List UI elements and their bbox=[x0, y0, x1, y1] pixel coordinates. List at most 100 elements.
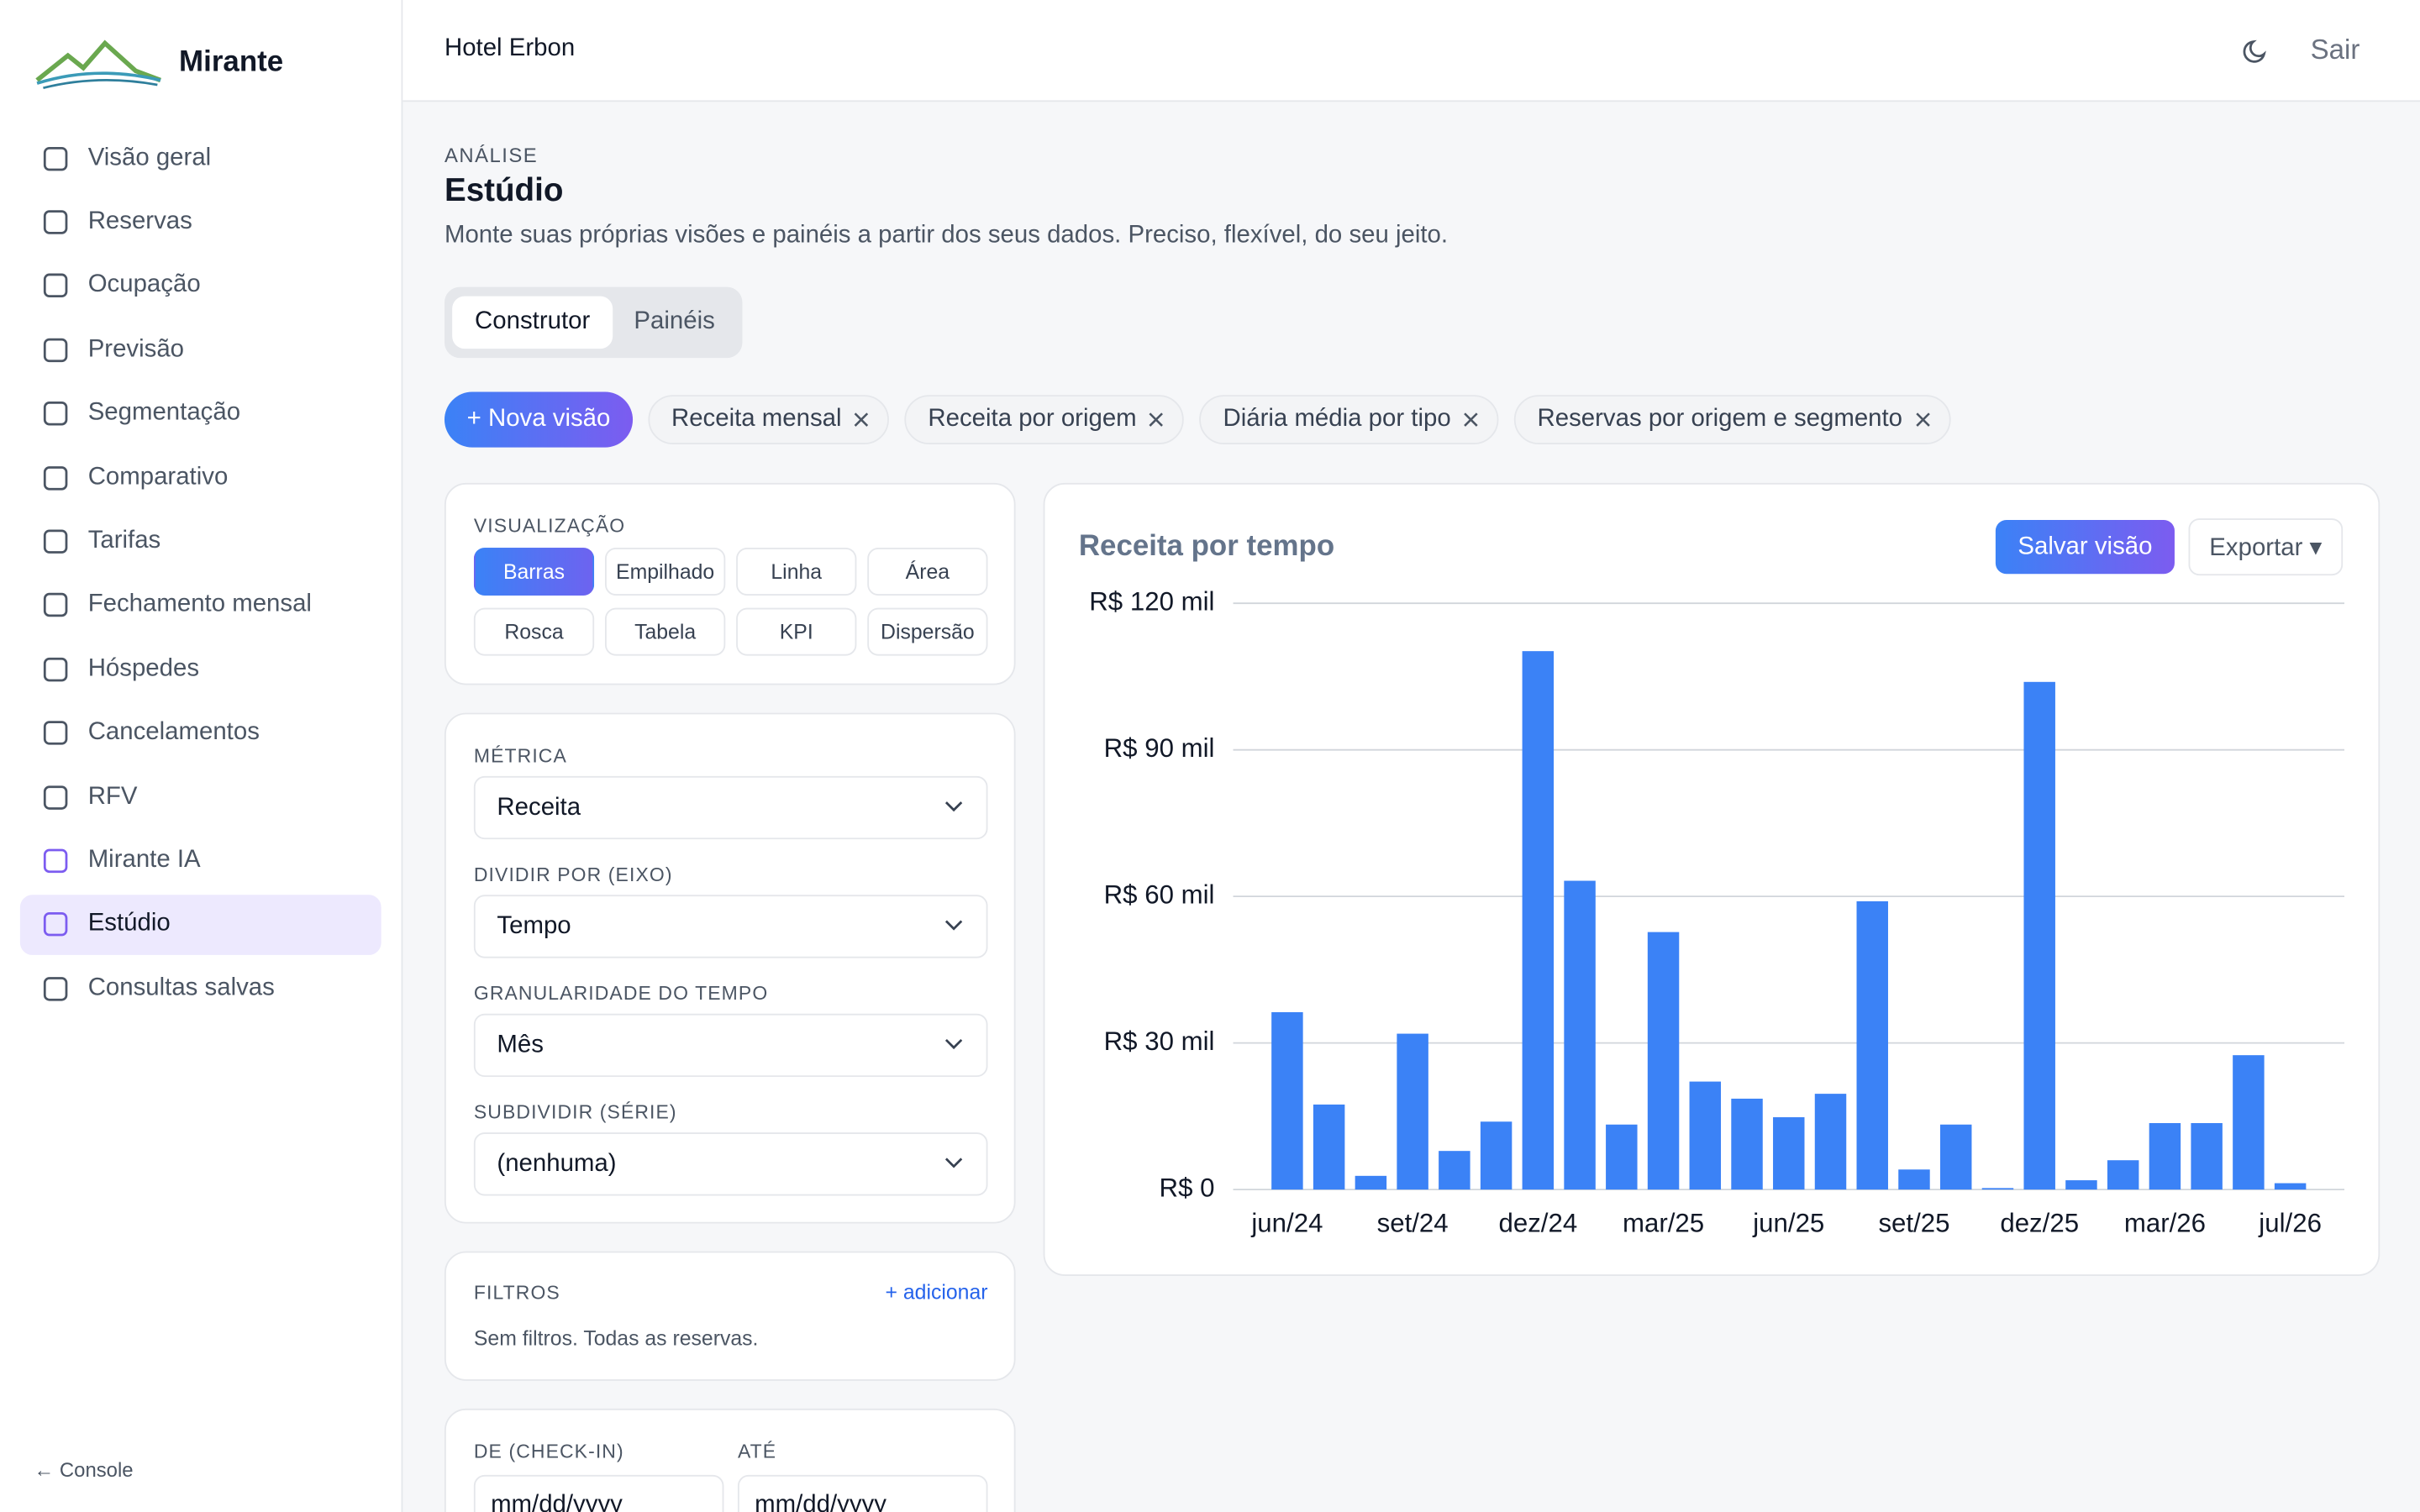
saved-view-chip[interactable]: Reservas por origem e segmento bbox=[1513, 395, 1950, 444]
nav-label: Comparativo bbox=[87, 463, 229, 491]
bar bbox=[1271, 1011, 1303, 1190]
nav-item[interactable]: Consultas salvas bbox=[20, 958, 381, 1019]
select[interactable]: (nenhuma) bbox=[473, 1132, 988, 1196]
brand: Mirante bbox=[179, 46, 284, 79]
nav-label: Tarifas bbox=[87, 527, 161, 554]
nav-item[interactable]: Mirante IA bbox=[20, 831, 381, 891]
nav-item[interactable]: Previsão bbox=[20, 320, 381, 381]
chart-title: Receita por tempo bbox=[1079, 529, 1334, 562]
nav-icon bbox=[43, 402, 68, 426]
bar bbox=[1689, 1081, 1722, 1190]
export-button[interactable]: Exportar ▾ bbox=[2188, 518, 2344, 576]
logout[interactable]: Sair bbox=[2310, 34, 2360, 66]
nav-item[interactable]: Segmentação bbox=[20, 384, 381, 444]
dates-card: DE (CHECK-IN) ATÉ mm/dd/yyyy mm/dd/yyyy bbox=[444, 1408, 1016, 1512]
nav-item[interactable]: Hóspedes bbox=[20, 639, 381, 700]
visualization-option[interactable]: Rosca bbox=[473, 607, 595, 656]
select[interactable]: Mês bbox=[473, 1013, 988, 1078]
nav-item[interactable]: Estúdio bbox=[19, 894, 381, 955]
tab[interactable]: Painéis bbox=[634, 308, 715, 335]
nav-label: Reservas bbox=[87, 207, 192, 234]
nav-item[interactable]: Comparativo bbox=[20, 448, 381, 508]
filters-empty: Sem filtros. Todas as reservas. bbox=[473, 1326, 759, 1351]
select[interactable]: Tempo bbox=[473, 895, 988, 958]
icon-shape bbox=[43, 976, 68, 1001]
nav-icon bbox=[43, 785, 68, 809]
nav-item[interactable]: Visão geral bbox=[20, 128, 381, 188]
saved-view-chip[interactable]: Receita mensal bbox=[648, 395, 890, 444]
theme-toggle[interactable] bbox=[2243, 37, 2270, 65]
chip-close[interactable] bbox=[1915, 412, 1930, 427]
chip-close[interactable] bbox=[1149, 412, 1164, 427]
icon-shape bbox=[43, 402, 68, 426]
x-tick-label: set/24 bbox=[1377, 1209, 1449, 1238]
nav-label: Ocupação bbox=[87, 271, 201, 299]
bar bbox=[1898, 1169, 1930, 1190]
icon-shape bbox=[43, 657, 68, 681]
new-view-button[interactable]: + Nova visão bbox=[444, 391, 634, 448]
header: Hotel Erbon Sair bbox=[402, 0, 2420, 102]
chevron bbox=[944, 801, 963, 812]
date-label: ATÉ bbox=[737, 1441, 777, 1463]
visualization-option[interactable]: Dispersão bbox=[867, 607, 988, 656]
select[interactable]: Receita bbox=[473, 775, 988, 840]
nav-label: Visão geral bbox=[87, 144, 212, 171]
page-description: Monte suas próprias visões e painéis a p… bbox=[444, 222, 1449, 249]
nav-item[interactable]: Reservas bbox=[20, 192, 381, 252]
x-tick-label: dez/25 bbox=[2000, 1209, 2079, 1238]
saved-view-chip[interactable]: Receita por origem bbox=[904, 395, 1185, 444]
select-value: Receita bbox=[497, 793, 581, 821]
bar bbox=[1439, 1151, 1470, 1190]
visualization-card: VISUALIZAÇÃO Barras Empilhado Linha Área Ros… bbox=[444, 482, 1016, 685]
nav-item[interactable]: Ocupação bbox=[20, 256, 381, 317]
fields-card: MÉTRICA Receita DIVIDIR POR (EIXO) Tempo GRA… bbox=[444, 712, 1016, 1224]
visualization-option[interactable]: KPI bbox=[736, 607, 857, 656]
chip-close[interactable] bbox=[854, 412, 869, 427]
date-from-input[interactable]: mm/dd/yyyy bbox=[473, 1474, 724, 1512]
icon-shape bbox=[43, 465, 68, 490]
icon-shape bbox=[43, 785, 68, 809]
saved-view-chip[interactable]: Diária média por tipo bbox=[1199, 395, 1499, 444]
chevron bbox=[944, 1158, 963, 1168]
x-tick-label: set/25 bbox=[1878, 1209, 1949, 1238]
x-tick-label: jun/25 bbox=[1752, 1209, 1824, 1238]
add-filter[interactable]: + adicionar bbox=[885, 1280, 988, 1305]
bar bbox=[2149, 1123, 2181, 1190]
tab-active[interactable]: Construtor bbox=[452, 296, 613, 349]
save-view-button[interactable]: Salvar visão bbox=[1995, 519, 2175, 575]
icon-shape bbox=[43, 146, 68, 171]
bar bbox=[1606, 1124, 1638, 1190]
nav-item[interactable]: Tarifas bbox=[20, 512, 381, 572]
select-value: Tempo bbox=[497, 912, 571, 939]
sidebar: Mirante Visão geral Reservas Ocupação Previ… bbox=[0, 0, 403, 1512]
nav-item[interactable]: Cancelamentos bbox=[20, 703, 381, 764]
icon-shape bbox=[43, 593, 68, 617]
nav-item[interactable]: Fechamento mensal bbox=[20, 575, 381, 636]
console-link[interactable]: ← Console bbox=[34, 1457, 134, 1482]
nav-item[interactable]: RFV bbox=[20, 767, 381, 827]
icon-shape bbox=[43, 529, 68, 554]
visualization-option[interactable]: Tabela bbox=[604, 607, 726, 656]
visualization-option[interactable]: Empilhado bbox=[604, 548, 726, 596]
bar bbox=[1397, 1033, 1428, 1190]
chip-label: Diária média por tipo bbox=[1223, 406, 1451, 433]
field-label: GRANULARIDADE DO TEMPO bbox=[473, 982, 769, 1005]
nav-icon bbox=[43, 657, 68, 681]
date-to-input[interactable]: mm/dd/yyyy bbox=[737, 1474, 988, 1512]
visualization-option[interactable]: Linha bbox=[736, 548, 857, 596]
bar bbox=[2065, 1180, 2097, 1190]
visualization-option[interactable]: Barras bbox=[473, 548, 595, 596]
select-value: (nenhuma) bbox=[497, 1150, 617, 1177]
nav-icon bbox=[43, 912, 68, 937]
chevron-icon bbox=[944, 920, 963, 931]
close-icon bbox=[1150, 412, 1164, 427]
section-label: VISUALIZAÇÃO bbox=[473, 515, 626, 538]
bar bbox=[1647, 932, 1680, 1190]
chip-close[interactable] bbox=[1463, 412, 1478, 427]
visualization-option[interactable]: Área bbox=[867, 548, 988, 596]
icon-shape bbox=[43, 210, 68, 234]
x-tick-label: jul/26 bbox=[2258, 1209, 2322, 1238]
bar bbox=[2274, 1183, 2307, 1190]
